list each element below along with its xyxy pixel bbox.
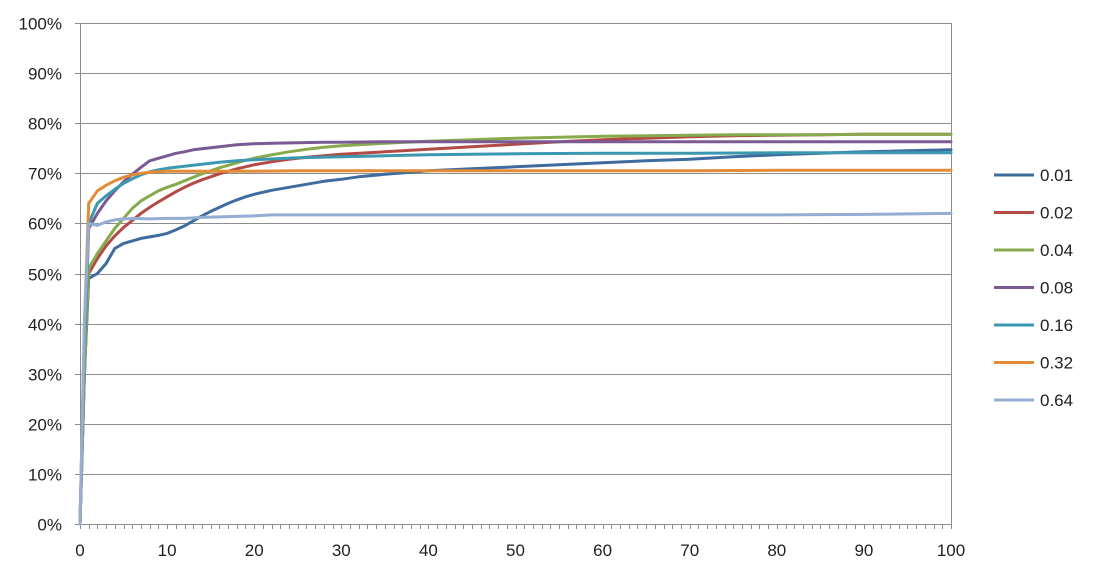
y-tick-label: 40%	[28, 316, 62, 335]
legend-label: 0.01	[1040, 166, 1073, 185]
legend-item-0.04: 0.04	[994, 241, 1073, 260]
legend-item-0.08: 0.08	[994, 279, 1073, 298]
y-tick-label: 50%	[28, 266, 62, 285]
series-line-0.01	[78, 148, 953, 526]
x-tick-label: 30	[332, 541, 351, 560]
y-axis-tick-labels: 0% 10% 20% 30% 40% 50% 60% 70% 80% 90% 100%	[19, 15, 62, 535]
y-tick-label: 60%	[28, 215, 62, 234]
series-line-0.64	[78, 211, 953, 526]
legend-label: 0.64	[1040, 391, 1073, 410]
legend-label: 0.32	[1040, 354, 1073, 373]
legend-item-0.02: 0.02	[994, 204, 1073, 223]
x-tick-label: 40	[419, 541, 438, 560]
series-line-0.02	[78, 132, 953, 526]
x-tick-label: 0	[75, 541, 84, 560]
legend-item-0.32: 0.32	[994, 354, 1073, 373]
y-tick-label: 30%	[28, 366, 62, 385]
series-line-0.32	[78, 168, 953, 526]
x-tick-label: 20	[245, 541, 264, 560]
y-tick-label: 0%	[37, 516, 62, 535]
legend-item-0.01: 0.01	[994, 166, 1073, 185]
legend-label: 0.02	[1040, 204, 1073, 223]
x-tick-label: 80	[767, 541, 786, 560]
series-line-0.16	[78, 151, 953, 526]
x-tick-label: 100	[937, 541, 965, 560]
x-tick-label: 50	[506, 541, 525, 560]
axes	[75, 23, 952, 529]
y-tick-label: 10%	[28, 466, 62, 485]
x-tick-label: 60	[593, 541, 612, 560]
x-tick-label: 70	[680, 541, 699, 560]
legend: 0.01 0.02 0.04 0.08 0.16 0.32 0.64	[994, 166, 1073, 410]
y-tick-label: 90%	[28, 65, 62, 84]
y-tick-label: 80%	[28, 115, 62, 134]
legend-item-0.16: 0.16	[994, 316, 1073, 335]
legend-item-0.64: 0.64	[994, 391, 1073, 410]
series-line-0.08	[78, 140, 953, 526]
x-tick-label: 90	[854, 541, 873, 560]
legend-label: 0.04	[1040, 241, 1073, 260]
x-tick-label: 10	[158, 541, 177, 560]
legend-label: 0.08	[1040, 279, 1073, 298]
legend-label: 0.16	[1040, 316, 1073, 335]
y-tick-label: 20%	[28, 416, 62, 435]
gridlines	[80, 23, 951, 475]
series-line-0.04	[78, 132, 953, 526]
y-tick-label: 100%	[19, 15, 62, 34]
y-tick-label: 70%	[28, 165, 62, 184]
series-lines	[78, 132, 953, 526]
x-axis-tick-labels: 0 10 20 30 40 50 60 70 80 90 100	[75, 541, 965, 560]
